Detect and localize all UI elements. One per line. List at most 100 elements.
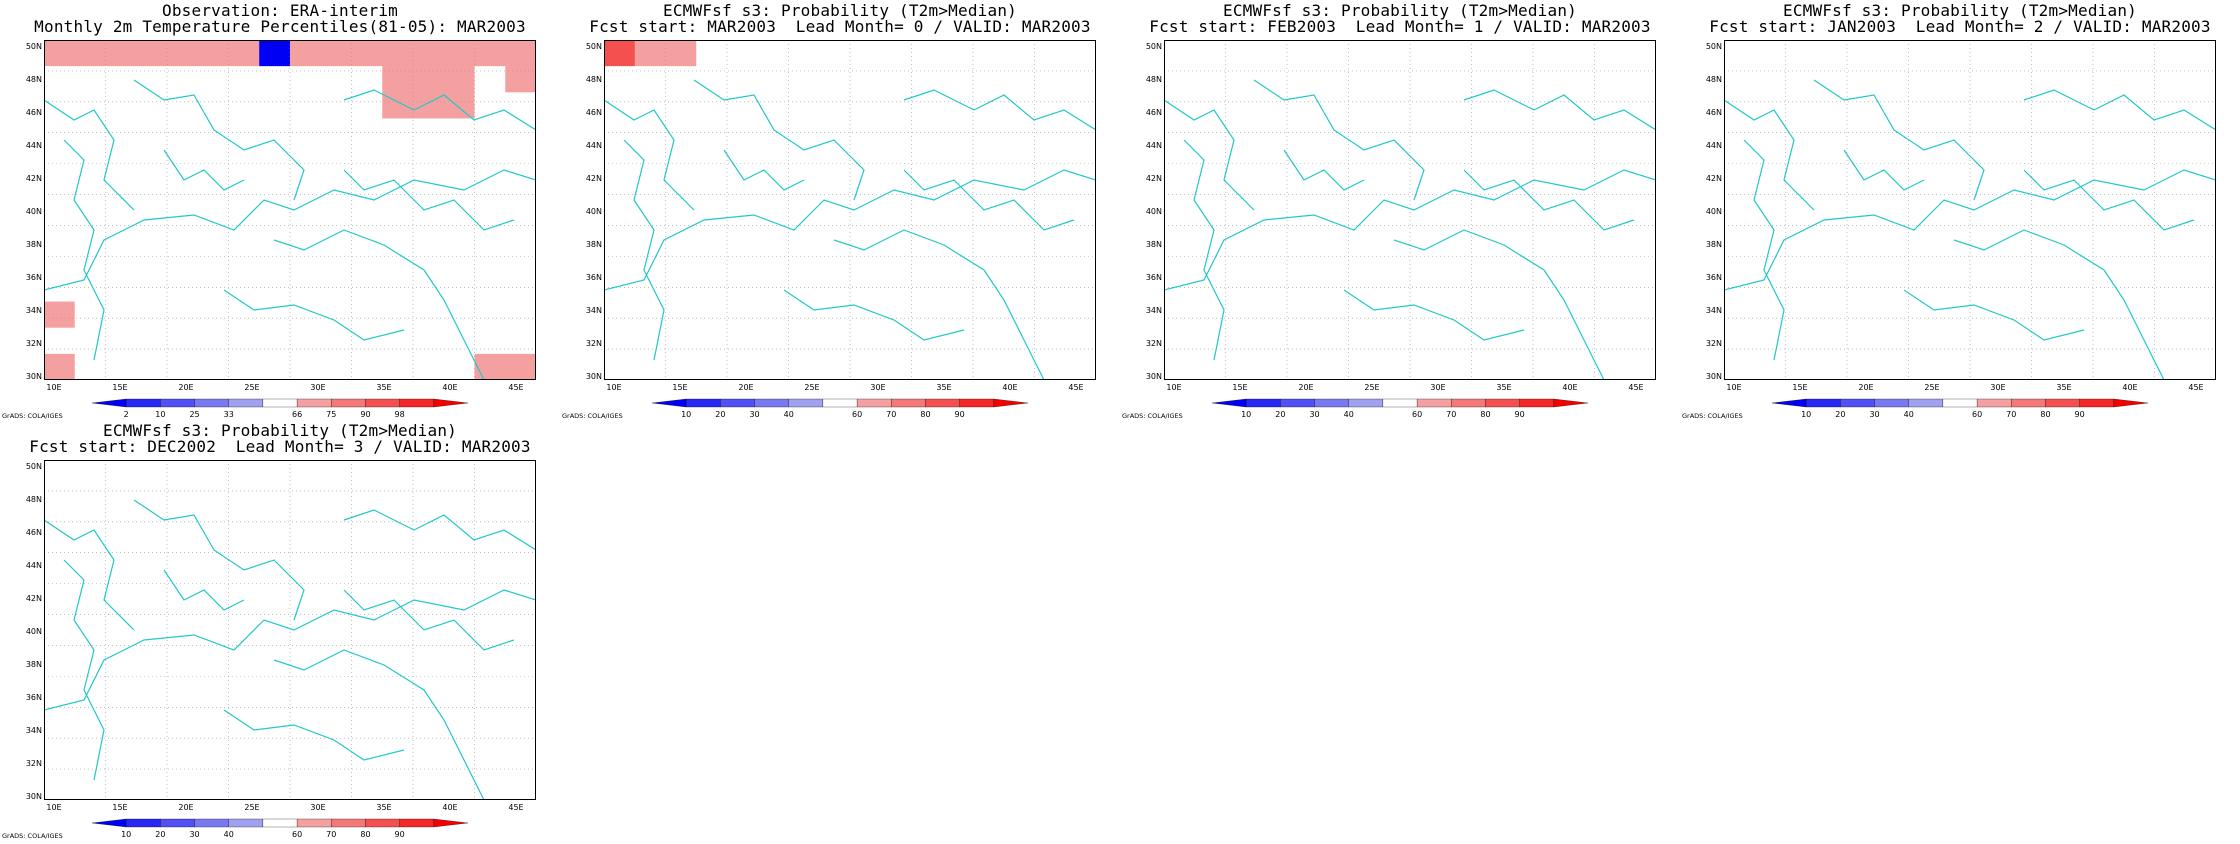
grid-cell	[2093, 301, 2125, 329]
grid-cell	[942, 40, 974, 67]
grid-cell	[1410, 40, 1442, 67]
grid-cell	[1625, 196, 1656, 224]
grid-cell	[1533, 196, 1565, 224]
grid-cell	[413, 486, 445, 513]
grid-cell	[696, 275, 728, 303]
grid-cell	[1003, 353, 1036, 380]
grid-cell	[1816, 353, 1848, 380]
grid-cell	[167, 460, 199, 487]
grid-cell	[259, 460, 291, 487]
colorbar-swatch	[399, 398, 434, 408]
grid-cell	[788, 327, 820, 355]
grid-cell	[1594, 275, 1626, 303]
grid-cell	[2123, 301, 2156, 329]
colorbar-swatch	[1553, 398, 1589, 408]
grid-cell	[136, 695, 168, 723]
coastline	[343, 89, 536, 131]
colorbar-swatch	[1485, 398, 1520, 408]
grid-cell	[44, 512, 76, 540]
grid-cell	[290, 40, 322, 67]
grid-cell	[290, 92, 322, 120]
grid-cell	[2185, 327, 2216, 355]
grid-cell	[1164, 249, 1196, 276]
grid-cell	[136, 92, 168, 120]
colorbar-label: 60	[1412, 410, 1422, 419]
grid-cell	[880, 223, 913, 250]
grid-cell	[44, 721, 76, 749]
grid-cell	[788, 144, 820, 172]
longitude-label: 25E	[244, 383, 260, 392]
grid-cell	[665, 353, 697, 380]
grid-cell	[474, 695, 506, 723]
grid-cell	[413, 669, 445, 696]
grid-cell	[1379, 249, 1411, 276]
latitude-label: 48N	[25, 75, 42, 84]
grid-cell	[1563, 92, 1596, 120]
grid-cell	[1471, 40, 1503, 67]
grid-cell	[259, 249, 291, 276]
grid-cell	[505, 486, 536, 513]
grid-cell	[973, 170, 1005, 198]
coastline	[783, 289, 965, 341]
grid-cell	[1034, 196, 1066, 224]
grid-cell	[443, 538, 476, 566]
latitude-label: 32N	[1705, 339, 1722, 348]
grid-cell	[105, 66, 137, 93]
latitude-label: 30N	[1145, 372, 1162, 381]
colorbar-swatch	[1382, 398, 1418, 408]
longitude-label: 45E	[1068, 383, 1084, 392]
grid-cell	[1287, 327, 1319, 355]
grid-cell	[228, 353, 260, 380]
grid-cell	[382, 144, 414, 172]
grid-cell	[788, 275, 820, 303]
grid-cell	[74, 353, 107, 380]
coastline	[1724, 99, 1815, 211]
grid-cell	[850, 92, 882, 120]
grid-cell	[788, 223, 820, 250]
grid-cell	[1003, 196, 1036, 224]
map-svg	[44, 460, 536, 800]
grid-cell	[505, 92, 536, 120]
grid-cell	[320, 512, 353, 540]
grid-cell	[1625, 327, 1656, 355]
grid-cell	[474, 327, 506, 355]
grid-cell	[259, 223, 291, 250]
grid-cell	[1287, 275, 1319, 303]
latitude-label: 50N	[25, 42, 42, 51]
grid-cell	[1164, 66, 1196, 93]
grid-cell	[1065, 353, 1096, 380]
grid-cell	[320, 747, 353, 775]
longitude-label: 40E	[442, 383, 458, 392]
grid-cell	[320, 327, 353, 355]
longitude-label: 40E	[442, 803, 458, 812]
grid-cell	[197, 773, 230, 800]
panel-subtitle: Monthly 2m Temperature Percentiles(81-05…	[34, 17, 526, 36]
longitude-label: 15E	[672, 383, 688, 392]
colorbar-swatch	[365, 818, 400, 828]
grid-cell	[911, 40, 943, 67]
grid-cell	[604, 301, 636, 329]
grid-cell	[290, 486, 322, 513]
grid-cell	[474, 196, 506, 224]
grid-cell	[136, 223, 168, 250]
grid-cell	[443, 669, 476, 696]
map-frame	[1164, 40, 1656, 380]
grid-cell	[1256, 275, 1288, 303]
grid-cell	[1471, 223, 1503, 250]
grid-cell	[1317, 118, 1350, 146]
grid-cell	[604, 92, 636, 120]
latitude-label: 44N	[25, 141, 42, 150]
grid-cell	[1034, 275, 1066, 303]
grid-cell	[290, 327, 322, 355]
grid-cell	[228, 643, 260, 670]
grid-cell	[1625, 353, 1656, 380]
colorbar-label: 90	[2075, 410, 2085, 419]
grid-cell	[2000, 353, 2033, 380]
grid-cell	[474, 460, 506, 487]
grid-cell	[2123, 118, 2156, 146]
grid-cell	[413, 564, 445, 592]
panel-title: ECMWFsf s3: Probability (T2m>Median)	[1223, 1, 1577, 20]
grid-cell	[1317, 223, 1350, 250]
grid-cell	[105, 616, 137, 644]
grid-cell	[1502, 40, 1534, 67]
